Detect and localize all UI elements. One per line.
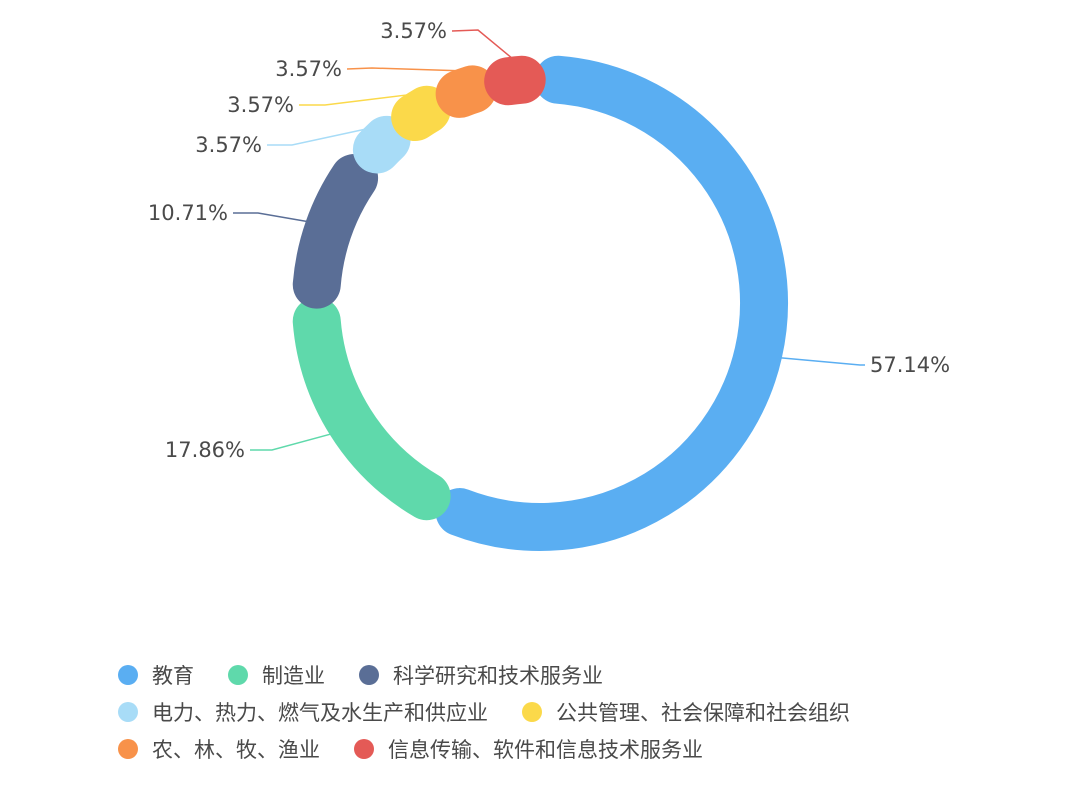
legend-label: 教育: [152, 663, 194, 688]
legend-label: 电力、热力、燃气及水生产和供应业: [152, 700, 488, 725]
percentage-label: 10.71%: [148, 201, 228, 225]
label-leader-line: [779, 357, 865, 366]
donut-segment[interactable]: [292, 154, 379, 309]
donut-segment[interactable]: [435, 55, 788, 551]
donut-chart: 57.14% 17.86% 10.71% 3.57% 3.57% 3.57% 3.57%: [148, 19, 950, 551]
legend-dot-icon: [359, 664, 379, 685]
donut-segment[interactable]: [484, 55, 546, 106]
legend-item-agriculture[interactable]: 农、林、牧、渔业: [118, 734, 320, 764]
legend-label: 科学研究和技术服务业: [393, 663, 603, 688]
legend-dot-icon: [522, 701, 542, 722]
legend-dot-icon: [228, 664, 248, 685]
donut-segment[interactable]: [435, 65, 497, 118]
percentage-label: 17.86%: [165, 438, 245, 462]
legend-item-manufacturing[interactable]: 制造业: [228, 660, 325, 690]
label-leader-line: [451, 29, 513, 60]
label-leader-line: [250, 433, 332, 451]
donut-segment[interactable]: [292, 297, 451, 521]
percentage-label: 3.57%: [380, 19, 447, 43]
donut-segment[interactable]: [391, 85, 451, 142]
label-leader-line: [267, 128, 367, 146]
percentage-label: 3.57%: [227, 93, 294, 117]
percentage-label: 3.57%: [195, 133, 262, 157]
legend-label: 信息传输、软件和信息技术服务业: [388, 737, 703, 762]
legend-item-utilities[interactable]: 电力、热力、燃气及水生产和供应业: [118, 697, 488, 727]
legend-dot-icon: [118, 738, 138, 759]
percentage-label: 57.14%: [870, 353, 950, 377]
donut-segment[interactable]: [352, 115, 411, 174]
legend-label: 制造业: [262, 663, 325, 688]
legend-item-education[interactable]: 教育: [118, 660, 194, 690]
label-leader-line: [233, 212, 308, 223]
label-leader-line: [299, 93, 410, 106]
legend-dot-icon: [118, 701, 138, 722]
legend-item-research[interactable]: 科学研究和技术服务业: [359, 660, 603, 690]
legend-label: 农、林、牧、渔业: [152, 737, 320, 762]
legend-row-1: 教育 制造业 科学研究和技术服务业: [118, 656, 1018, 693]
legend-row-2: 电力、热力、燃气及水生产和供应业 公共管理、社会保障和社会组织: [118, 693, 1018, 730]
legend-row-3: 农、林、牧、渔业 信息传输、软件和信息技术服务业: [118, 730, 1018, 767]
label-leader-line: [346, 67, 459, 72]
legend-dot-icon: [118, 664, 138, 685]
chart-legend: 教育 制造业 科学研究和技术服务业 电力、热力、燃气及水生产和供应业 公共管理、…: [118, 656, 1018, 767]
legend-label: 公共管理、社会保障和社会组织: [556, 700, 850, 725]
legend-dot-icon: [354, 738, 374, 759]
legend-item-public-admin[interactable]: 公共管理、社会保障和社会组织: [522, 697, 850, 727]
percentage-label: 3.57%: [275, 57, 342, 81]
legend-item-it-services[interactable]: 信息传输、软件和信息技术服务业: [354, 734, 703, 764]
